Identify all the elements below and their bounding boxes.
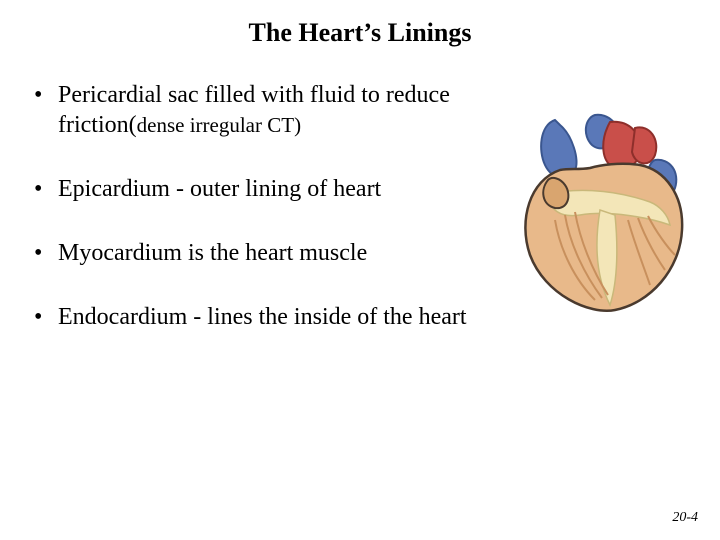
slide: The Heart’s Linings Pericardial sac fill…: [0, 0, 720, 540]
slide-title: The Heart’s Linings: [0, 18, 720, 48]
bullet-paren: dense irregular CT): [137, 113, 301, 137]
bullet-item: Epicardium - outer lining of heart: [34, 174, 474, 204]
bullet-item: Pericardial sac filled with fluid to red…: [34, 80, 474, 140]
heart-illustration: [500, 110, 700, 320]
bullet-list: Pericardial sac filled with fluid to red…: [34, 80, 474, 366]
aorta-branch: [632, 127, 656, 163]
page-number: 20-4: [672, 510, 698, 526]
bullet-text: Myocardium is the heart muscle: [58, 240, 367, 266]
bullet-text: Epicardium - outer lining of heart: [58, 176, 381, 202]
bullet-text: Endocardium - lines the inside of the he…: [58, 304, 467, 330]
bullet-item: Myocardium is the heart muscle: [34, 238, 474, 268]
bullet-item: Endocardium - lines the inside of the he…: [34, 302, 474, 332]
